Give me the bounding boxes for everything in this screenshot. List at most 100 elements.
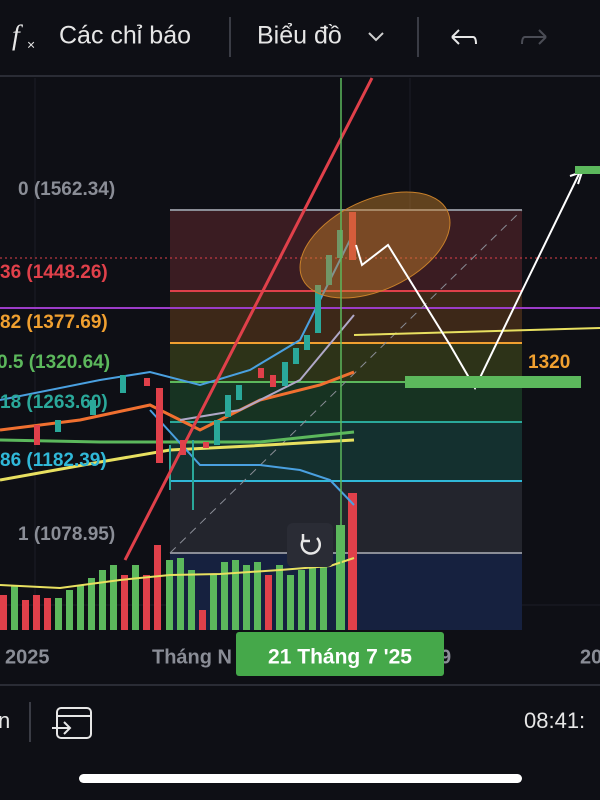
volume-bar [88,578,95,630]
volume-bar [188,570,195,630]
fib-zone [170,210,522,291]
volume-bar [287,575,294,630]
volume-bar [44,598,51,630]
candle [326,255,332,285]
reset-button[interactable] [287,523,333,567]
trend-line [169,209,523,554]
candle [236,385,242,400]
highlight-ellipse [299,191,451,299]
volume-bar [0,595,7,630]
volume-bar [276,565,283,630]
crosshair-label-box [236,632,444,676]
volume-bar [132,565,139,630]
x-axis: 2025 Tháng N 9 20 21 Tháng 7 '25 [0,630,600,685]
support-zone [405,376,581,388]
fib-zone [170,553,522,630]
volume-bar [254,562,261,630]
x-tick-label: 2025 [5,646,50,668]
volume-bar [121,575,128,630]
candle [55,420,61,432]
candle [34,425,40,445]
calendar-icon [56,707,92,739]
candle [293,348,299,364]
fx-icon[interactable]: f [12,20,23,51]
volume-bar [55,598,62,630]
band-mid [179,314,355,421]
moving-average [353,327,600,336]
volume-bar [166,560,173,630]
volume-bar [265,575,272,630]
candle [90,400,96,415]
volume-bar [143,575,150,630]
fib-label: 1 (1078.95) [18,524,115,545]
projection-path [355,171,581,391]
redo-button[interactable] [521,29,547,45]
volume-bar [320,560,327,630]
home-indicator [79,774,522,783]
toolbar: f × Các chỉ báo Biểu đồ [0,17,600,77]
candle [258,368,264,378]
band-lower [149,409,355,506]
chart-area: 0 (1562.34) 36 (1448.26) 82 (1377.69) 0.… [0,77,600,630]
candle [120,375,126,393]
fib-label: 86 (1182.39) [0,450,107,471]
crosshair-label: 21 Tháng 7 '25 [268,646,412,669]
fib-zone [170,422,522,481]
candle [156,388,163,463]
candle [315,285,321,333]
fib-label: 0 (1562.34) [18,179,115,200]
clock: 08:41: [524,708,585,733]
volume-bar [232,560,239,630]
fib-label: 18 (1263.60) [0,392,108,413]
fib-label: 36 (1448.26) [0,262,108,283]
volume-bar [210,575,217,630]
fib-label: 0.5 (1320.64) [0,352,110,373]
chart-button[interactable]: Biểu đồ [257,22,342,50]
reset-icon [300,534,322,555]
candle [304,335,310,350]
fib-zone [170,481,522,553]
volume-bar [33,595,40,630]
candles [34,212,356,510]
fib-zone [170,291,522,343]
volume-bar [221,562,228,630]
band-upper [0,231,355,401]
volume-bar [348,493,357,630]
candle [214,420,220,445]
volume-bar [22,600,29,630]
candle [282,362,288,386]
indicators-button[interactable]: Các chỉ báo [59,22,191,50]
volume-bar [110,565,117,630]
moving-average [0,370,355,432]
candle [225,395,231,417]
candle [144,378,150,386]
volume-bar [66,590,73,630]
volume-bar [243,565,250,630]
volume [0,493,357,630]
volume-bar [298,570,305,630]
bottom-bar: n 08:41: [0,702,585,742]
fx-icon-x: × [27,37,35,53]
candle [349,212,356,260]
x-tick-label: Tháng N [152,646,232,668]
volume-bar [11,585,18,630]
volume-bar [309,565,316,630]
candle [270,375,276,387]
trend-line [123,77,374,561]
range-button[interactable]: n [0,708,10,733]
candle [337,230,343,258]
volume-bar [199,610,206,630]
volume-bar [177,558,184,630]
dropdown-icon [368,32,384,42]
volume-bar [99,570,106,630]
x-tick-label: 20 [580,646,600,668]
goto-date-button[interactable] [52,707,92,739]
volume-bar [154,545,161,630]
undo-button[interactable] [451,29,477,45]
x-tick-label: 9 [440,646,451,668]
volume-bar [77,585,84,630]
candle [203,442,209,448]
fib-label: 82 (1377.69) [0,312,108,333]
arrow-icon [52,721,72,735]
